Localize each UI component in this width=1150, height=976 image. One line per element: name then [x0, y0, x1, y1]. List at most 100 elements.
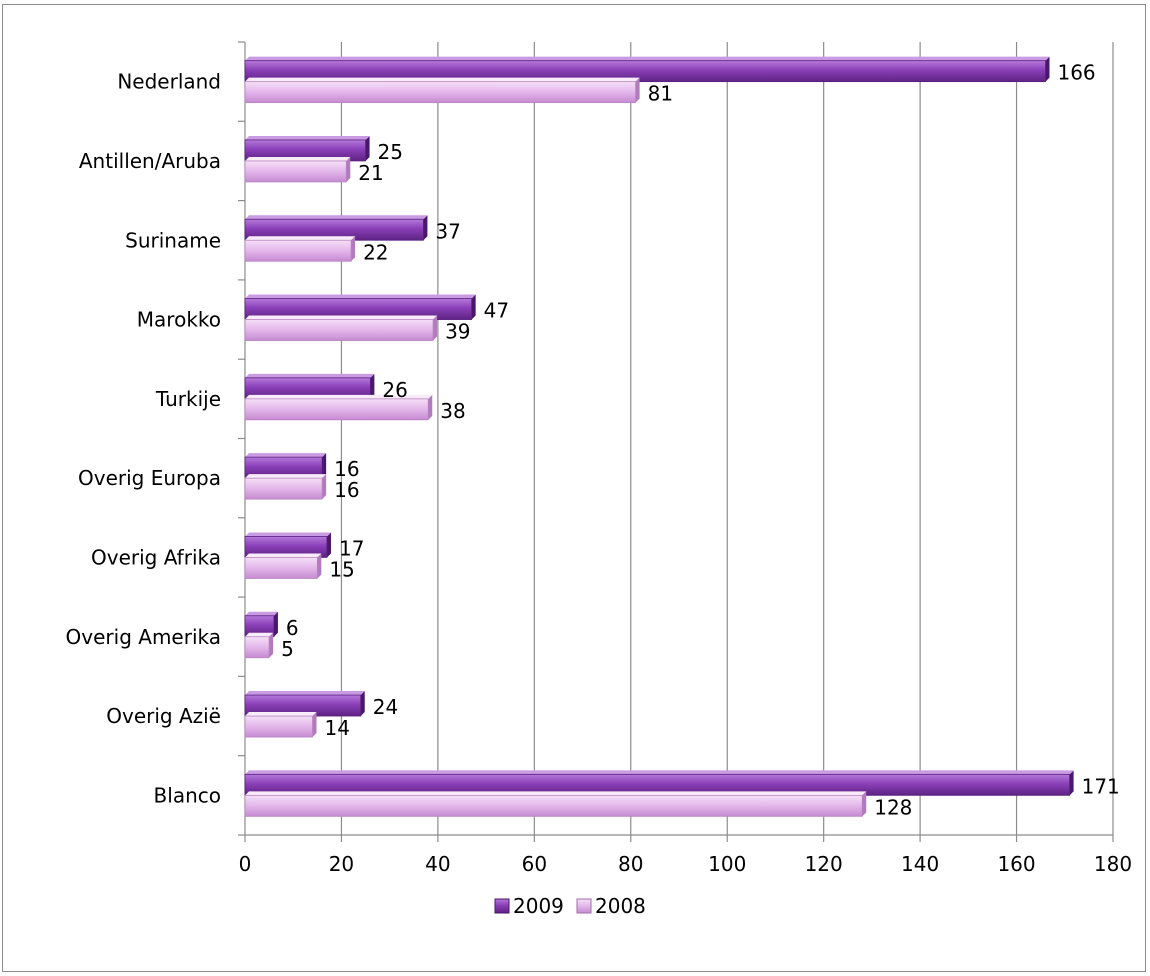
bar-top [245, 770, 1074, 775]
bar-depth [273, 611, 278, 637]
bar-depth [428, 394, 433, 420]
x-tick-label: 140 [901, 852, 939, 876]
bar-depth [433, 315, 438, 341]
bar-depth [322, 474, 327, 500]
category-label: Nederland [117, 70, 221, 94]
category-label: Marokko [137, 308, 221, 332]
bar-top [245, 56, 1050, 61]
data-label: 24 [373, 695, 398, 719]
bar-top [245, 215, 428, 220]
data-label: 16 [334, 478, 359, 502]
x-tick-label: 40 [425, 852, 450, 876]
bar-2008 [244, 81, 637, 104]
data-label: 39 [445, 320, 470, 344]
bar-depth [423, 215, 428, 241]
legend: 2009 2008 [494, 894, 646, 918]
bar-top [245, 532, 331, 537]
data-label: 38 [440, 399, 465, 423]
data-label: 26 [382, 378, 407, 402]
bar-2008 [244, 160, 347, 183]
bar-2008 [244, 636, 270, 659]
data-label: 5 [281, 637, 294, 661]
bar-top [245, 156, 351, 161]
data-label: 14 [325, 716, 350, 740]
bar-2008 [244, 239, 352, 262]
data-label: 21 [358, 161, 383, 185]
bar-2008 [244, 715, 313, 738]
category-label: Suriname [125, 228, 221, 252]
bar-depth [365, 135, 370, 161]
bar-top [245, 315, 438, 320]
bar-top [245, 394, 433, 399]
data-label: 22 [363, 240, 388, 264]
bar-depth [1045, 56, 1050, 82]
bar-top [245, 712, 317, 717]
bar-depth [322, 453, 327, 479]
bar-top [245, 791, 867, 796]
bar-depth [326, 532, 331, 558]
bar-top [245, 553, 322, 558]
bar-2008 [244, 319, 434, 341]
x-tick-label: 80 [618, 852, 643, 876]
bar-top [245, 474, 327, 479]
data-label: 17 [339, 536, 364, 560]
bar-top [245, 373, 375, 378]
bar-depth [471, 294, 476, 320]
bar-depth [312, 712, 317, 738]
bar-depth [269, 632, 274, 658]
bar-2008 [244, 557, 318, 579]
x-tick-label: 180 [1094, 852, 1132, 876]
legend-swatch-2009 [494, 898, 510, 914]
bar-depth [862, 791, 867, 817]
bar-depth [370, 373, 375, 399]
x-tick-label: 120 [805, 852, 843, 876]
bar-top [245, 632, 274, 637]
data-label: 6 [286, 616, 299, 640]
bar-top [245, 611, 278, 616]
category-label: Overig Azië [106, 704, 221, 728]
x-tick-label: 20 [329, 852, 354, 876]
data-label: 171 [1082, 774, 1120, 798]
data-label: 15 [329, 557, 354, 581]
category-label: Overig Afrika [91, 545, 221, 569]
legend-label: 2008 [595, 894, 646, 918]
bar-depth [346, 156, 351, 182]
legend-label: 2009 [513, 894, 564, 918]
category-label: Overig Europa [78, 466, 221, 490]
x-tick-label: 160 [997, 852, 1035, 876]
x-tick-label: 0 [239, 852, 252, 876]
bar-depth [351, 236, 356, 262]
bar-2008 [244, 794, 863, 817]
bars [244, 56, 1074, 817]
category-label: Turkije [155, 387, 221, 411]
x-tick-label: 60 [522, 852, 547, 876]
data-label: 37 [435, 219, 460, 243]
legend-swatch-2008 [576, 898, 592, 914]
category-label: Overig Amerika [66, 625, 221, 649]
bar-top [245, 691, 365, 696]
bar-top [245, 236, 356, 241]
data-label: 128 [874, 795, 912, 819]
bar-2008 [244, 398, 429, 421]
x-tick-label: 100 [708, 852, 746, 876]
bar-top [245, 294, 476, 299]
data-label: 81 [648, 82, 673, 106]
data-label: 166 [1057, 61, 1095, 85]
category-label: Antillen/Aruba [79, 149, 221, 173]
bar-top [245, 77, 640, 82]
bar-top [245, 453, 327, 458]
bar-depth [360, 691, 365, 717]
data-label: 47 [484, 299, 509, 323]
bar-2009 [244, 60, 1046, 83]
data-label: 25 [378, 140, 403, 164]
bar-depth [635, 77, 640, 103]
data-label: 16 [334, 457, 359, 481]
bar-depth [317, 553, 322, 579]
bar-top [245, 135, 370, 140]
category-label: Blanco [154, 783, 221, 807]
grid-lines [340, 42, 1114, 835]
bar-depth [1069, 770, 1074, 796]
bar-2008 [244, 477, 323, 500]
